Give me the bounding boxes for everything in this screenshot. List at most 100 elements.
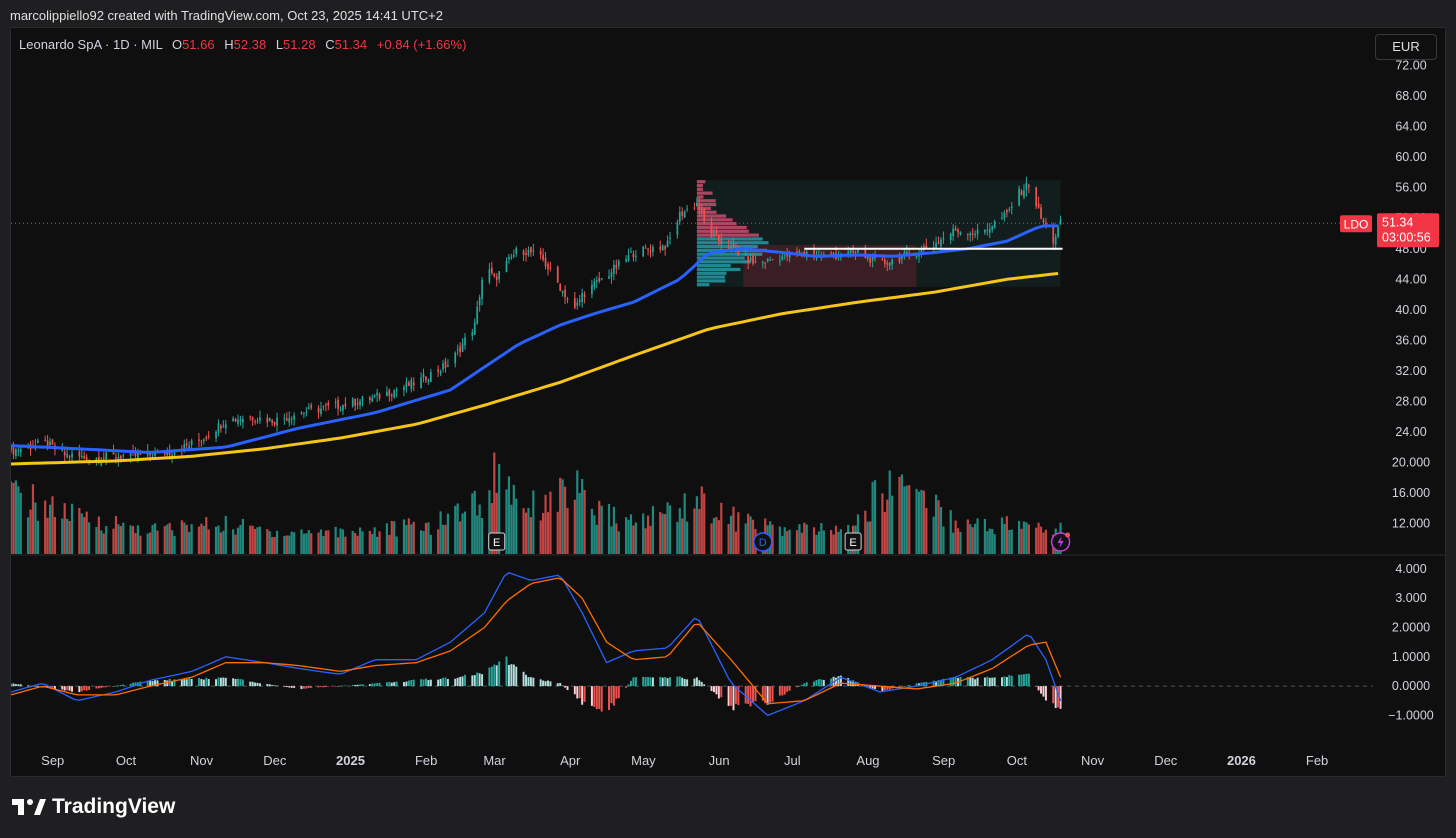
volume-bar — [456, 503, 459, 554]
volume-bar — [952, 532, 955, 554]
macd-histogram-bar — [102, 686, 105, 688]
macd-histogram-bar — [805, 682, 808, 687]
macd-histogram-bar — [268, 684, 271, 687]
candle-body — [954, 228, 957, 231]
volume-bar — [563, 486, 567, 554]
high-value: 52.38 — [233, 37, 267, 52]
volume-bar — [11, 481, 13, 554]
volume-bar — [649, 525, 652, 554]
macd-histogram-bar — [547, 680, 549, 687]
volume-bar — [873, 480, 877, 554]
candle-body — [693, 207, 696, 209]
candle-body — [798, 251, 801, 254]
candle-body — [19, 449, 22, 453]
candle-body — [652, 247, 654, 252]
volume-bar — [361, 531, 364, 554]
volume-bar — [202, 525, 205, 554]
time-axis-tick: Jul — [784, 753, 801, 768]
candle-body — [1052, 225, 1055, 244]
volume-bar — [815, 534, 818, 554]
macd-axis-tick: 3.000 — [1395, 591, 1426, 605]
volume-bar — [129, 525, 132, 554]
volume-bar — [546, 512, 550, 554]
macd-histogram-bar — [659, 676, 662, 687]
volume-bar — [544, 494, 547, 554]
candle-body — [105, 452, 108, 460]
candle-body — [754, 261, 757, 263]
candle-body — [901, 256, 903, 260]
lightning-icon-glyph — [1057, 536, 1064, 548]
candle-body — [925, 245, 928, 249]
volume-bar — [310, 533, 313, 554]
candle-body — [1037, 203, 1040, 208]
open-label: O — [171, 37, 183, 52]
candle-body — [764, 262, 767, 264]
macd-histogram-bar — [666, 678, 669, 687]
volume-bar — [459, 521, 462, 554]
volume-bar — [1000, 517, 1004, 554]
volume-bar — [905, 485, 908, 554]
volume-profile-bar — [696, 187, 703, 191]
candle-body — [285, 418, 288, 421]
macd-histogram-bar — [1027, 673, 1030, 687]
candle-body — [122, 455, 125, 457]
price-tag-countdown: 03:00:56 — [1382, 230, 1431, 244]
candle-body — [334, 402, 337, 404]
candle-body — [544, 257, 547, 267]
volume-bar — [168, 522, 171, 554]
macd-histogram-bar — [644, 677, 647, 687]
macd-histogram-bar — [427, 680, 430, 687]
candle-body — [198, 439, 200, 441]
close-label: C — [325, 37, 335, 52]
macd-histogram-bar — [871, 686, 874, 689]
volume-bar — [610, 526, 613, 554]
candle-body — [869, 257, 872, 264]
macd-histogram-bar — [83, 686, 86, 691]
volume-bar — [983, 518, 987, 554]
volume-profile-bar — [696, 264, 731, 268]
currency-button[interactable]: EUR — [1375, 34, 1437, 60]
macd-histogram-bar — [935, 681, 938, 687]
candle-body — [420, 377, 422, 389]
low-value: 51.28 — [283, 37, 316, 52]
volume-bar — [812, 527, 816, 554]
volume-bar — [891, 495, 894, 554]
macd-histogram-bar — [320, 686, 322, 688]
price-chart[interactable]: EDE72.0068.0064.0060.0056.0052.0048.0044… — [11, 28, 1445, 776]
price-axis-tick: 24.00 — [1395, 425, 1426, 439]
volume-profile-bar — [696, 222, 737, 226]
price-axis-tick: 36.00 — [1395, 333, 1426, 347]
volume-bar — [207, 529, 210, 554]
macd-histogram-bar — [185, 679, 188, 687]
candle-body — [83, 455, 86, 459]
macd-histogram-bar — [68, 686, 71, 691]
volume-bar — [134, 533, 137, 554]
candle-body — [888, 262, 891, 267]
macd-histogram-bar — [798, 685, 801, 687]
macd-histogram-bar — [783, 686, 786, 695]
volume-bar — [573, 499, 576, 554]
volume-profile-bar — [696, 191, 713, 195]
candle-body — [237, 419, 239, 424]
macd-histogram-bar — [525, 674, 527, 687]
volume-bar — [26, 517, 30, 554]
volume-bar — [871, 481, 874, 554]
candle-body — [627, 254, 630, 261]
macd-histogram-bar — [1044, 686, 1047, 701]
macd-histogram-bar — [822, 679, 825, 687]
chart-frame[interactable]: EDE72.0068.0064.0060.0056.0052.0048.0044… — [10, 27, 1446, 777]
volume-bar — [629, 514, 633, 554]
candle-body — [649, 250, 652, 253]
candle-body — [530, 247, 532, 253]
candle-body — [190, 440, 193, 446]
macd-histogram-bar — [583, 686, 586, 702]
volume-profile-bar — [696, 229, 749, 233]
macd-histogram-bar — [505, 656, 508, 687]
macd-histogram-bar — [234, 679, 237, 687]
candle-body — [471, 332, 474, 336]
macd-histogram-bar — [302, 686, 305, 689]
volume-bar — [17, 486, 20, 554]
candle-body — [17, 450, 20, 452]
volume-bar — [61, 518, 64, 554]
macd-histogram-bar — [627, 684, 630, 687]
